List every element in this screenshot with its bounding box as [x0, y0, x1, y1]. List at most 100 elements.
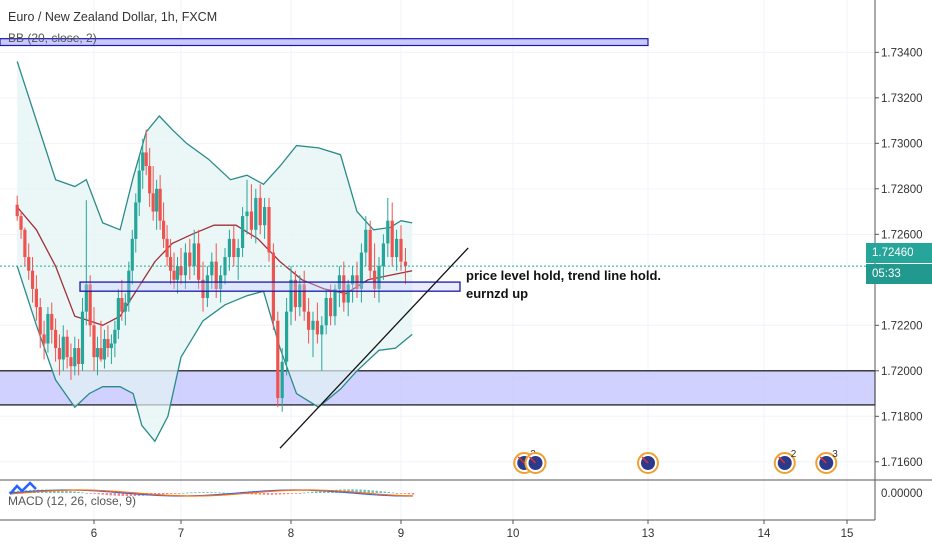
- event-flag-cross: [641, 456, 649, 464]
- candle-body: [249, 211, 253, 230]
- event-flag-cross: [819, 456, 827, 464]
- candle-body: [92, 325, 96, 358]
- candle-body: [46, 313, 50, 344]
- macd-histogram-bar: [101, 493, 104, 495]
- macd-histogram-bar: [323, 490, 326, 493]
- trend-line: [279, 247, 469, 449]
- candle-body: [188, 252, 192, 267]
- candle-body: [61, 336, 65, 360]
- macd-histogram-bar: [399, 493, 403, 494]
- macd-histogram-bar: [194, 492, 197, 494]
- bollinger-lower-line: [16, 265, 413, 443]
- candle-body: [106, 338, 110, 349]
- macd-histogram-bar: [319, 491, 322, 493]
- tradingview-logo-icon[interactable]: [8, 480, 38, 498]
- candle-body: [137, 170, 141, 203]
- candle-body: [271, 252, 275, 321]
- resistance-zone: [0, 38, 649, 47]
- candle-body: [377, 266, 381, 289]
- macd-histogram-bar: [383, 491, 386, 493]
- macd-histogram-bar: [65, 490, 68, 493]
- candle-body: [210, 261, 214, 276]
- event-markers: 223: [513, 449, 838, 474]
- candle-body: [38, 307, 42, 335]
- candle-body: [134, 202, 138, 239]
- candle-body: [289, 279, 293, 312]
- candle-body: [183, 252, 187, 276]
- candle-body: [267, 207, 271, 253]
- macd-legend[interactable]: MACD (12, 26, close, 9): [8, 494, 137, 508]
- macd-histogram-bar: [395, 492, 399, 494]
- annotation-line-1: price level hold, trend line hold.: [466, 268, 662, 283]
- candle-body: [109, 343, 113, 349]
- candle-body: [227, 238, 231, 258]
- candle-body: [102, 338, 107, 360]
- candle-body: [120, 298, 124, 312]
- macd-histogram-bar: [157, 493, 161, 495]
- candle-body: [342, 275, 346, 303]
- macd-histogram-bar: [81, 492, 84, 494]
- macd-histogram-bar: [315, 491, 318, 493]
- candle-body: [88, 284, 92, 326]
- candle-body: [113, 329, 117, 344]
- macd-histogram-bar: [93, 493, 96, 494]
- chart-title[interactable]: Euro / New Zealand Dollar, 1h, FXCM: [8, 10, 218, 24]
- x-tick-label: 8: [288, 528, 294, 540]
- candle-body: [307, 311, 311, 330]
- candle-body: [351, 275, 355, 285]
- bollinger-upper-line: [16, 61, 413, 231]
- current-price-label: 1.72460: [866, 243, 932, 263]
- macd-histogram-bar: [53, 489, 56, 493]
- macd-histogram-bar: [218, 492, 221, 494]
- candle-body: [403, 261, 408, 267]
- candle-body: [80, 311, 85, 364]
- candle-body: [395, 238, 399, 258]
- macd-histogram-bar: [117, 493, 121, 496]
- macd-histogram-bar: [298, 493, 302, 494]
- macd-histogram-bar: [254, 493, 258, 495]
- candle-body: [359, 252, 363, 289]
- candle-body: [324, 298, 328, 326]
- candle-body: [73, 348, 77, 367]
- candle-body: [84, 284, 88, 312]
- candle-body: [364, 229, 368, 253]
- candle-body: [23, 229, 27, 258]
- candle-body: [172, 270, 176, 280]
- candle-body: [168, 257, 173, 271]
- macd-histogram-bar: [274, 493, 278, 495]
- candle-body: [130, 238, 134, 271]
- macd-histogram-bar: [109, 493, 112, 496]
- bar-countdown-label: 05:33: [866, 264, 932, 284]
- candle-body: [263, 207, 267, 226]
- candle-body: [205, 275, 209, 299]
- candle-body: [386, 220, 390, 244]
- macd-histogram-bar: [178, 493, 181, 494]
- bollinger-legend[interactable]: BB (20, close, 2): [8, 31, 97, 45]
- macd-histogram-bar: [190, 492, 193, 494]
- macd-histogram-bar: [73, 491, 76, 493]
- candle-body: [241, 216, 245, 248]
- macd-histogram-bar: [363, 489, 366, 493]
- candle-body: [245, 211, 249, 217]
- macd-histogram-bar: [302, 492, 306, 494]
- price-level-zone: [79, 281, 461, 292]
- candle-body: [175, 266, 180, 280]
- candle-body: [373, 270, 377, 289]
- candle-body: [298, 284, 302, 308]
- macd-histogram-bar: [210, 492, 213, 493]
- candle-body: [201, 279, 205, 299]
- macd-histogram-bar: [61, 490, 64, 493]
- y-tick-label: 1.73000: [881, 138, 923, 150]
- macd-histogram-bar: [198, 492, 201, 493]
- candle-body: [302, 284, 306, 312]
- x-tick-label: 7: [178, 528, 184, 540]
- candle-body: [258, 197, 262, 226]
- x-tick-label: 14: [758, 528, 771, 540]
- bollinger-basis-line: [16, 206, 413, 327]
- macd-histogram-bar: [266, 493, 270, 495]
- macd-histogram-bar: [214, 492, 217, 494]
- candle-body: [399, 238, 403, 262]
- candle-body: [165, 238, 169, 258]
- candle-body: [293, 279, 297, 308]
